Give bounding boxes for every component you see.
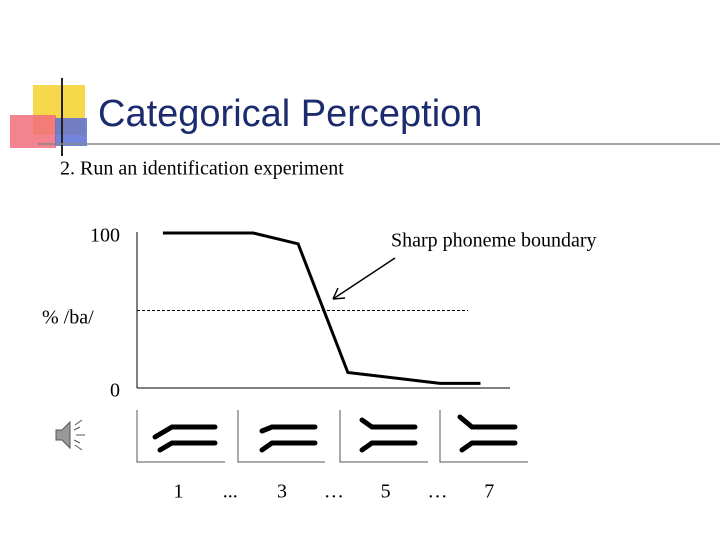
y-tick-label: 0	[110, 380, 120, 402]
slide-title: Categorical Perception	[98, 93, 482, 135]
deco-square	[55, 118, 87, 146]
y-tick-label: 100	[90, 225, 120, 247]
x-tick-label: 5	[381, 481, 391, 503]
formant-icons	[136, 410, 528, 463]
x-tick-label: ...	[223, 481, 238, 503]
x-tick-label: 1	[173, 481, 183, 503]
x-tick-label: …	[427, 481, 447, 503]
speaker-icon	[55, 419, 85, 451]
annotation: Sharp phoneme boundary	[391, 230, 597, 252]
arrow-head	[332, 287, 346, 300]
x-tick-label: …	[324, 481, 344, 503]
x-tick-label: 7	[484, 481, 494, 503]
deco-square	[10, 115, 56, 148]
y-axis-label: % /ba/	[42, 307, 94, 329]
annotation-arrow	[332, 257, 396, 300]
data-line	[162, 231, 481, 385]
bullet: 2. Run an identification experiment	[60, 158, 344, 180]
x-tick-label: 3	[277, 481, 287, 503]
